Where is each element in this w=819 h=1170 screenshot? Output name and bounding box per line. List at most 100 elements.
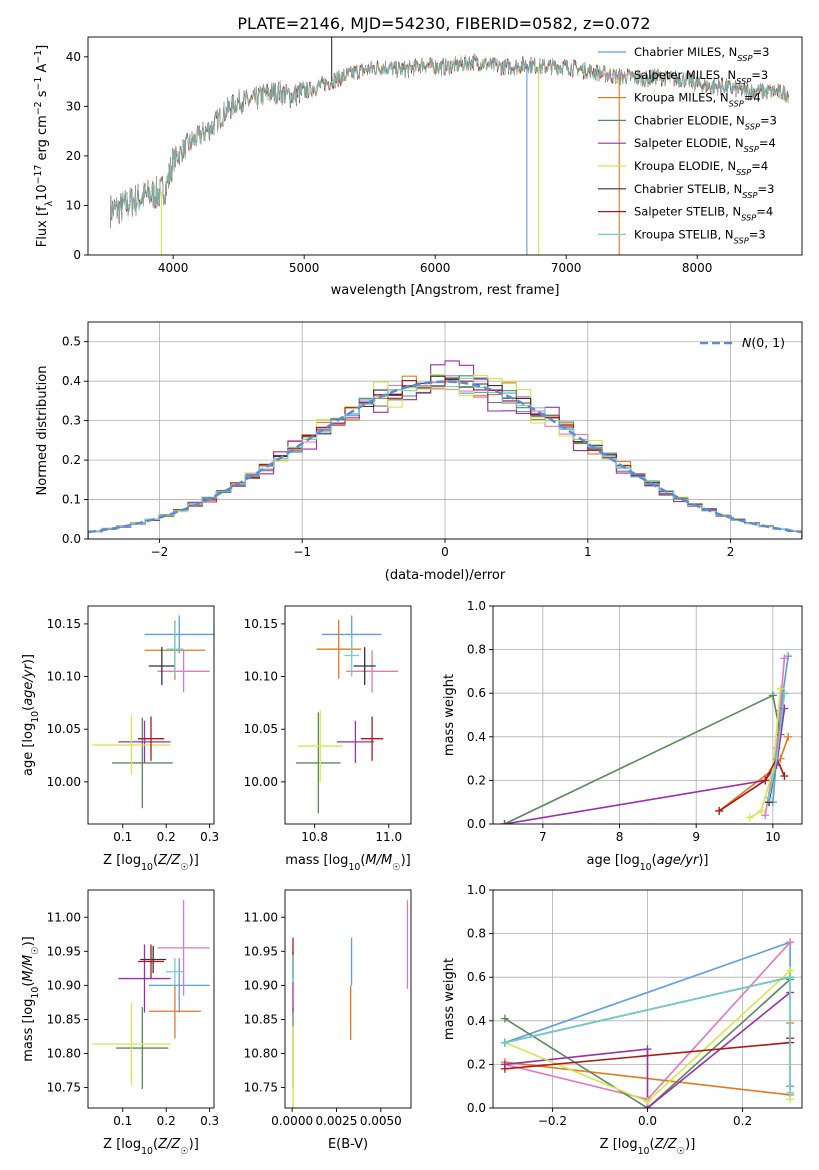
y-tick-label: 10.15 [244,617,278,631]
y-tick-label: 11.00 [244,910,278,924]
y-tick-label: 10.00 [244,775,278,789]
x-tick-label: 8000 [682,261,713,275]
y-tick-label: 10.80 [244,1047,278,1061]
y-tick-label: 0.2 [467,773,486,787]
y-tick-label: 11.00 [47,910,81,924]
panel-mass-weight-vs-age: 7 8 9 10 0.0 0.2 0.4 0.6 0.8 1.0 age [log10(age/yr… [442,599,803,873]
y-tick-label: 0.4 [62,374,81,388]
x-tick-label: 0.1 [113,830,132,844]
y-axis-label: mass weight [442,674,457,756]
y-tick-label: 10.10 [47,670,81,684]
mass-weight-series [718,756,786,812]
x-tick-label: 9 [692,830,700,844]
y-tick-label: 10.85 [244,1012,278,1026]
legend-label: Chabrier ELODIE, NSSP=3 [634,113,777,131]
y-tick-label: 10.85 [47,1012,81,1026]
legend-label: Salpeter ELODIE, NSSP=4 [634,136,776,154]
x-tick-label: 10 [765,830,780,844]
spectrum-line [110,54,790,229]
x-axis-label: (data-model)/error [385,568,506,583]
panel-residual-histogram: −2 −1 0 1 2 0.0 0.1 0.2 0.3 0.4 0.5 N(0, 1) (data-mo… [35,321,803,583]
panel-age-vs-Z: 0.1 0.2 0.3 10.00 10.05 10.10 10.15 Z [log10(Z/… [21,605,219,873]
plot-area [296,615,399,814]
y-tick-label: 1.0 [467,883,486,897]
plot-area [500,652,793,824]
panel-age-vs-mass: 10.8 11.0 10.00 10.05 10.10 10.15 mass [log10(… [244,605,412,873]
x-tick-label: 0.3 [200,830,219,844]
legend: Chabrier MILES, NSSP=3 Salpeter MILES, NS… [598,45,777,245]
legend-label: Salpeter STELIB, NSSP=4 [634,205,773,223]
y-tick-label: 0.0 [62,532,81,546]
x-tick-label: −1 [293,545,311,559]
plot-layer: 4000 5000 6000 7000 8000010203040wavelength … [21,36,803,1157]
y-tick-label: 0.0 [467,817,486,831]
y-tick-label: 0.4 [467,730,486,744]
x-tick-label: 7000 [551,261,582,275]
axes-frame [284,605,412,825]
axes-frame [87,889,215,1109]
x-tick-label: 5000 [289,261,320,275]
y-tick-label: 10.75 [244,1081,278,1095]
y-tick-label: 0.6 [467,686,486,700]
y-tick-label: 0.4 [467,1014,486,1028]
y-tick-label: 0.2 [467,1057,486,1071]
figure-title: PLATE=2146, MJD=54230, FIBERID=0582, z=0… [237,14,650,33]
y-tick-label: 20 [66,149,81,163]
histogram-series [88,377,802,539]
x-tick-label: 7 [539,830,547,844]
x-axis-label: mass [log10(M/M☉)] [285,853,411,873]
x-axis-label: E(B-V) [328,1137,368,1152]
plot-area [92,615,214,809]
axes-frame [87,605,215,825]
legend-label: Kroupa MILES, NSSP=4 [634,91,761,109]
plot-area [92,900,210,1089]
plot-area [110,37,790,255]
y-tick-label: 10.95 [244,944,278,958]
y-axis-label: Normed distribution [35,366,50,496]
axes-frame [492,605,803,825]
y-tick-label: 30 [66,99,81,113]
y-tick-label: 10.80 [47,1047,81,1061]
y-tick-label: 40 [66,50,81,64]
x-tick-label: −2 [151,545,169,559]
y-tick-label: 0.2 [62,453,81,467]
y-axis-label: mass weight [442,958,457,1040]
mass-weight-series [504,694,782,824]
x-tick-label: 0.2 [733,1114,752,1128]
x-tick-label: 0.0000 [271,1114,313,1128]
x-tick-label: 1 [584,545,592,559]
x-tick-label: 10.8 [301,830,328,844]
x-tick-label: 11.0 [375,830,402,844]
normal-curve [88,380,802,534]
x-tick-label: 0.3 [200,1114,219,1128]
y-tick-label: 10.00 [47,775,81,789]
panel-mass-vs-Z: 0.1 0.2 0.3 10.75 10.80 10.85 10.90 10.95 11.00 Z… [21,889,219,1157]
y-tick-label: 0.6 [467,970,486,984]
panel-mass-weight-vs-Z: −0.2 0.0 0.2 0.0 0.2 0.4 0.6 0.8 1.0 Z [log10(Z/Z… [442,883,803,1157]
y-tick-label: 10.90 [47,978,81,992]
x-tick-label: −0.2 [538,1114,567,1128]
y-tick-label: 0.3 [62,414,81,428]
legend: N(0, 1) [700,335,785,350]
y-tick-label: 10.15 [47,617,81,631]
axes-frame [87,36,803,256]
x-tick-label: 0.1 [113,1114,132,1128]
y-axis-label: Flux [fλ10−17 erg cm−2 s−1 A−1] [33,45,55,247]
legend-label: Salpeter MILES, NSSP=3 [634,68,768,86]
x-tick-label: 0.2 [157,830,176,844]
axes-frame [284,889,412,1109]
x-tick-label: 0.0025 [315,1114,357,1128]
legend-label: Chabrier MILES, NSSP=3 [634,45,769,63]
y-tick-label: 10.90 [244,978,278,992]
x-tick-label: 8 [616,830,624,844]
legend-label: Kroupa STELIB, NSSP=3 [634,227,766,245]
y-axis-label: age [log10(age/yr)] [21,654,41,776]
y-tick-label: 10.10 [244,670,278,684]
mass-weight-series [504,978,791,1108]
y-tick-label: 0.8 [467,643,486,657]
y-tick-label: 0.0 [467,1101,486,1115]
x-tick-label: 4000 [158,261,189,275]
x-tick-label: 6000 [420,261,451,275]
x-axis-label: Z [log10(Z/Z☉)] [103,853,199,873]
